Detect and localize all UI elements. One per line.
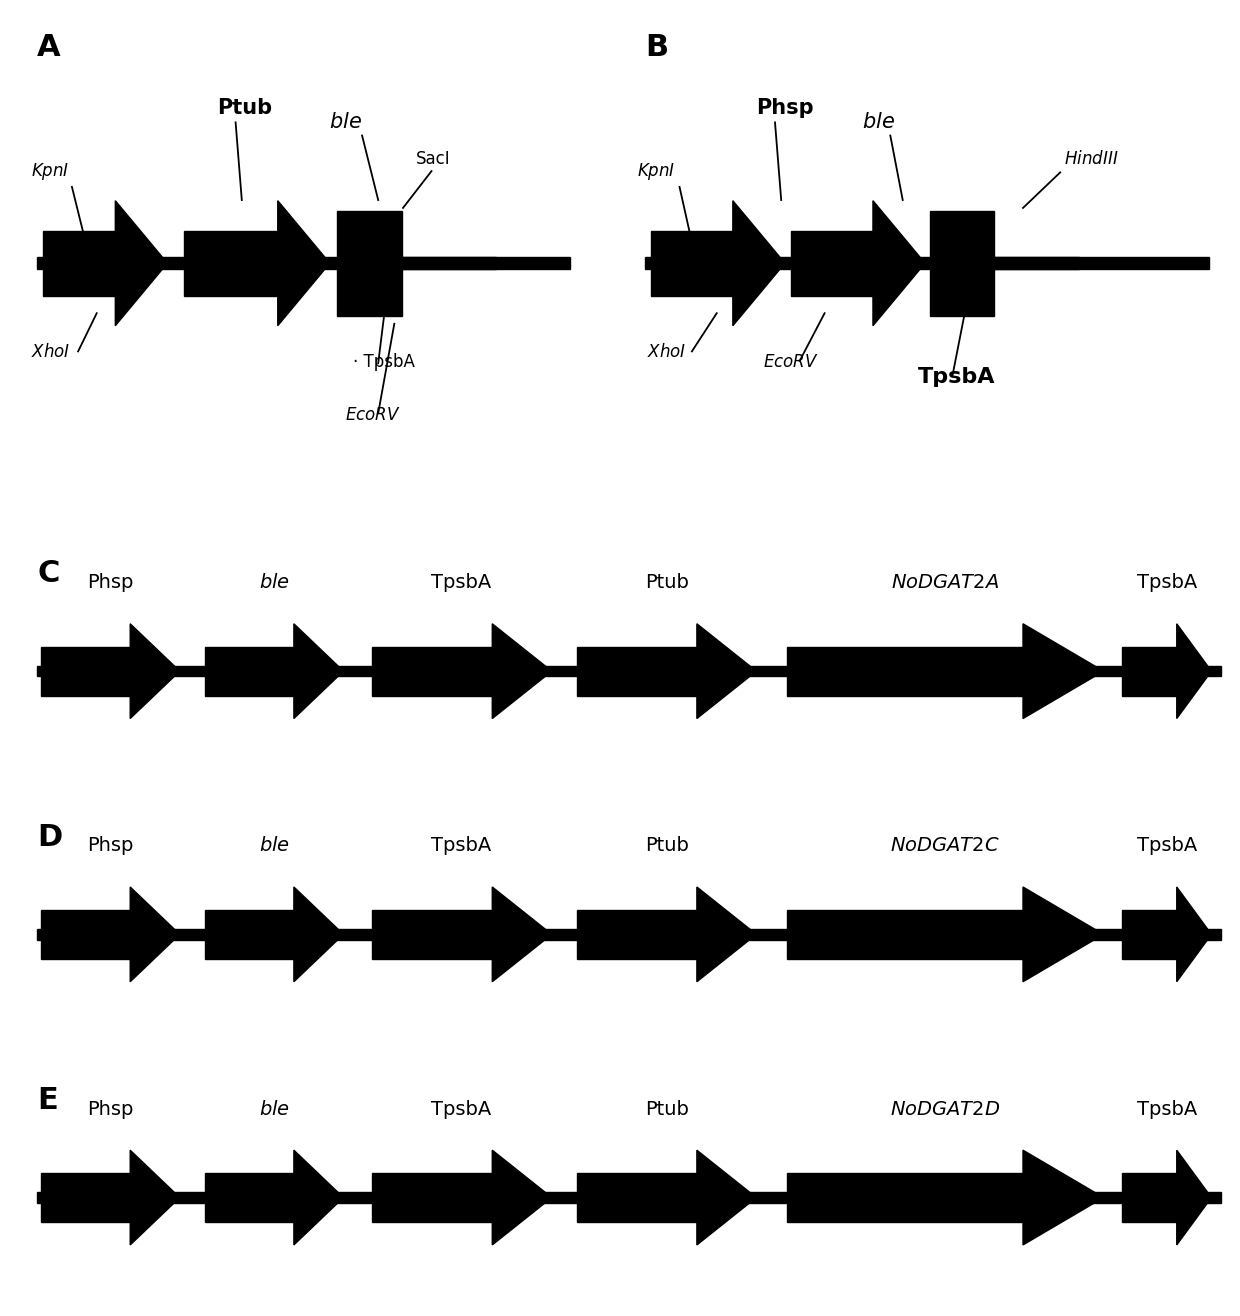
Text: $\it{EcoRV}$: $\it{EcoRV}$: [763, 353, 818, 371]
Text: A: A: [37, 33, 61, 62]
Bar: [577, 1173, 697, 1223]
Text: $\it{NoDGAT2A}$: $\it{NoDGAT2A}$: [890, 574, 999, 592]
Text: E: E: [37, 1086, 58, 1115]
Bar: [205, 909, 294, 959]
Text: $\it{EcoRV}$: $\it{EcoRV}$: [345, 405, 401, 424]
Polygon shape: [294, 1150, 343, 1245]
Bar: [1122, 646, 1177, 696]
Polygon shape: [733, 201, 785, 325]
Text: $\it{XhoI}$: $\it{XhoI}$: [31, 342, 71, 361]
Polygon shape: [697, 1150, 756, 1245]
Bar: [37, 257, 570, 268]
Bar: [337, 211, 402, 316]
Text: Ptub: Ptub: [217, 99, 272, 118]
Text: TpsbA: TpsbA: [918, 367, 994, 387]
Bar: [645, 257, 1209, 268]
Polygon shape: [873, 201, 925, 325]
Polygon shape: [130, 1150, 180, 1245]
Text: Phsp: Phsp: [756, 99, 813, 118]
Text: D: D: [37, 822, 62, 851]
Bar: [37, 929, 1221, 940]
Text: TpsbA: TpsbA: [1137, 1100, 1197, 1119]
Polygon shape: [130, 887, 180, 982]
Text: · TpsbA: · TpsbA: [353, 353, 415, 371]
Bar: [1122, 909, 1177, 959]
Text: TpsbA: TpsbA: [1137, 837, 1197, 855]
Text: $\it{ble}$: $\it{ble}$: [259, 574, 289, 592]
Bar: [184, 230, 278, 296]
Bar: [791, 230, 873, 296]
Bar: [372, 1173, 492, 1223]
Bar: [930, 211, 994, 316]
Bar: [402, 257, 496, 268]
Polygon shape: [294, 887, 343, 982]
Bar: [205, 1173, 294, 1223]
Bar: [41, 1173, 130, 1223]
Text: TpsbA: TpsbA: [432, 574, 491, 592]
Bar: [577, 909, 697, 959]
Text: Phsp: Phsp: [87, 574, 134, 592]
Polygon shape: [1023, 1150, 1104, 1245]
Bar: [37, 1192, 1221, 1203]
Bar: [37, 666, 1221, 676]
Text: $\it{KpnI}$: $\it{KpnI}$: [31, 161, 69, 182]
Bar: [994, 257, 1079, 268]
Bar: [1122, 1173, 1177, 1223]
Text: $\it{NoDGAT2C}$: $\it{NoDGAT2C}$: [890, 837, 999, 855]
Text: Phsp: Phsp: [87, 837, 134, 855]
Polygon shape: [278, 201, 330, 325]
Text: Ptub: Ptub: [645, 574, 689, 592]
Text: $\it{NoDGAT2D}$: $\it{NoDGAT2D}$: [889, 1100, 1001, 1119]
Polygon shape: [697, 887, 756, 982]
Polygon shape: [294, 624, 343, 719]
Text: Ptub: Ptub: [645, 1100, 689, 1119]
Text: Ptub: Ptub: [645, 837, 689, 855]
Bar: [787, 909, 1023, 959]
Text: $\it{KpnI}$: $\it{KpnI}$: [637, 161, 676, 182]
Bar: [787, 1173, 1023, 1223]
Text: $\it{ble}$: $\it{ble}$: [259, 1100, 289, 1119]
Bar: [372, 909, 492, 959]
Bar: [41, 646, 130, 696]
Text: $\it{ble}$: $\it{ble}$: [862, 112, 895, 132]
Polygon shape: [1023, 624, 1104, 719]
Text: $\it{ble}$: $\it{ble}$: [329, 112, 362, 132]
Text: C: C: [37, 559, 60, 588]
Text: $\it{HindIII}$: $\it{HindIII}$: [1064, 150, 1118, 168]
Polygon shape: [492, 1150, 552, 1245]
Bar: [651, 230, 733, 296]
Text: TpsbA: TpsbA: [1137, 574, 1197, 592]
Text: TpsbA: TpsbA: [432, 837, 491, 855]
Text: TpsbA: TpsbA: [432, 1100, 491, 1119]
Bar: [41, 909, 130, 959]
Text: Phsp: Phsp: [87, 1100, 134, 1119]
Polygon shape: [1177, 624, 1211, 719]
Text: SacI: SacI: [415, 150, 450, 168]
Bar: [205, 646, 294, 696]
Text: B: B: [645, 33, 668, 62]
Bar: [43, 230, 115, 296]
Polygon shape: [1177, 1150, 1211, 1245]
Polygon shape: [1177, 887, 1211, 982]
Bar: [372, 646, 492, 696]
Text: $\it{XhoI}$: $\it{XhoI}$: [647, 342, 687, 361]
Polygon shape: [492, 887, 552, 982]
Bar: [577, 646, 697, 696]
Polygon shape: [130, 624, 180, 719]
Bar: [787, 646, 1023, 696]
Polygon shape: [697, 624, 756, 719]
Polygon shape: [1023, 887, 1104, 982]
Polygon shape: [115, 201, 167, 325]
Polygon shape: [492, 624, 552, 719]
Text: $\it{ble}$: $\it{ble}$: [259, 837, 289, 855]
